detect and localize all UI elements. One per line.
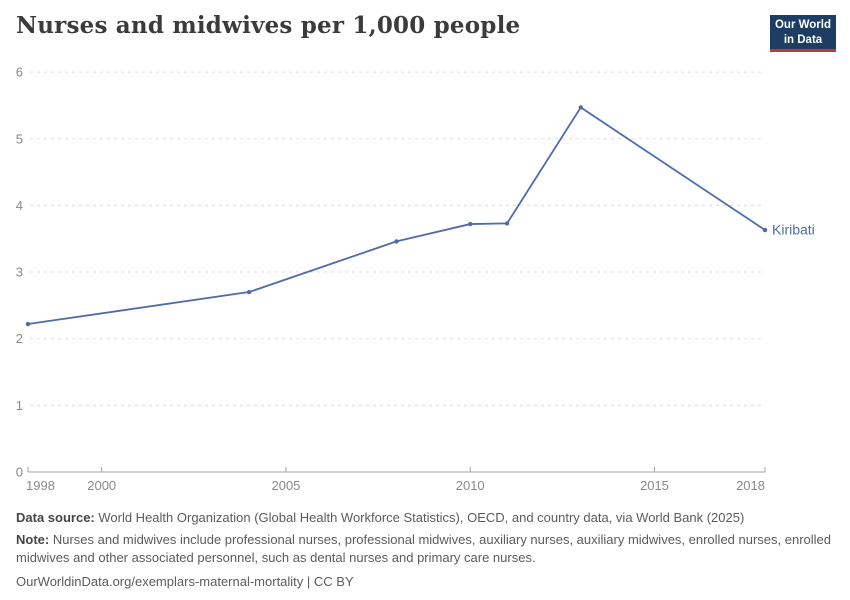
owid-logo[interactable]: Our World in Data xyxy=(770,15,836,53)
chart-footer: Data source: World Health Organization (… xyxy=(16,505,834,591)
owid-logo-line1: Our World xyxy=(774,19,831,31)
y-axis-label-2: 2 xyxy=(16,331,23,346)
data-point-kiribati-2008[interactable] xyxy=(394,239,399,244)
note-line: Note: Nurses and midwives include profes… xyxy=(16,531,834,567)
x-axis-label-2000: 2000 xyxy=(87,478,116,493)
y-axis-label-4: 4 xyxy=(16,198,23,213)
y-axis-label-6: 6 xyxy=(16,65,23,80)
note-label: Note: xyxy=(16,531,50,547)
series-line-kiribati[interactable] xyxy=(27,106,766,325)
data-point-kiribati-2013[interactable] xyxy=(578,105,583,110)
chart-canvas[interactable]: 0 1 2 3 4 5 6 1998 2000 2005 2010 2015 2018 Kiribati xyxy=(0,60,850,505)
citation-line: OurWorldinData.org/exemplars-maternal-mo… xyxy=(16,573,834,591)
data-point-kiribati-2011[interactable] xyxy=(504,221,510,226)
y-axis-label-0: 0 xyxy=(16,465,23,480)
x-axis-label-1998: 1998 xyxy=(26,478,55,493)
y-axis-label-3: 3 xyxy=(16,265,23,280)
data-point-kiribati-2018[interactable] xyxy=(762,227,768,233)
x-axis-label-2010: 2010 xyxy=(456,478,485,493)
data-source-line: Data source: World Health Organization (… xyxy=(16,509,834,527)
y-axis-label-5: 5 xyxy=(16,131,23,146)
data-source-label: Data source: xyxy=(16,510,95,525)
data-point-kiribati-2010[interactable] xyxy=(468,221,473,227)
x-axis-label-2018: 2018 xyxy=(736,478,765,493)
x-axis-label-2005: 2005 xyxy=(271,478,300,493)
x-axis-label-2015: 2015 xyxy=(640,478,669,493)
citation-url[interactable]: OurWorldinData.org/exemplars-maternal-mo… xyxy=(16,573,354,589)
data-point-kiribati-1998[interactable] xyxy=(25,321,31,327)
series-label-kiribati[interactable]: Kiribati xyxy=(772,222,815,238)
chart-title: Nurses and midwives per 1,000 people xyxy=(16,12,521,39)
note-text: Nurses and midwives include professional… xyxy=(16,531,832,565)
y-axis-label-1: 1 xyxy=(16,398,23,413)
data-point-kiribati-2004[interactable] xyxy=(246,289,252,295)
owid-logo-line2: in Data xyxy=(783,33,823,46)
data-source-text: World Health Organization (Global Health… xyxy=(94,510,745,525)
